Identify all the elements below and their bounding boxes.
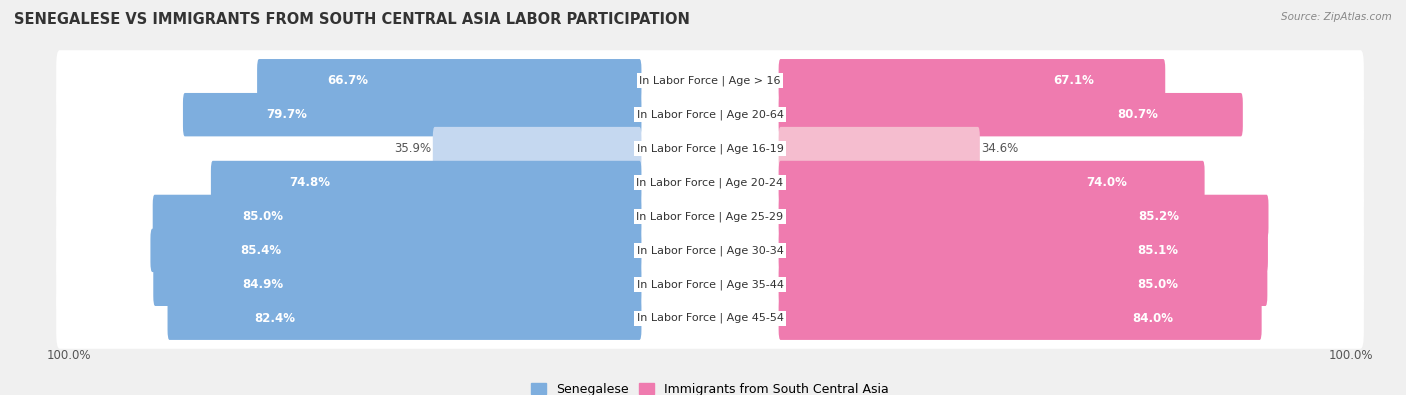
FancyBboxPatch shape [779,297,1261,340]
FancyBboxPatch shape [257,59,641,102]
FancyBboxPatch shape [150,229,641,272]
Text: In Labor Force | Age > 16: In Labor Force | Age > 16 [640,75,780,86]
Text: 84.9%: 84.9% [242,278,284,291]
FancyBboxPatch shape [56,84,1364,145]
FancyBboxPatch shape [779,195,1268,238]
FancyBboxPatch shape [779,59,1166,102]
Text: 74.8%: 74.8% [290,176,330,189]
Text: 85.1%: 85.1% [1137,244,1178,257]
Text: 85.4%: 85.4% [240,244,281,257]
FancyBboxPatch shape [56,152,1364,213]
Text: 35.9%: 35.9% [395,142,432,155]
Text: In Labor Force | Age 45-54: In Labor Force | Age 45-54 [637,313,783,324]
Text: 34.6%: 34.6% [981,142,1018,155]
Text: SENEGALESE VS IMMIGRANTS FROM SOUTH CENTRAL ASIA LABOR PARTICIPATION: SENEGALESE VS IMMIGRANTS FROM SOUTH CENT… [14,12,690,27]
Text: 79.7%: 79.7% [267,108,308,121]
Text: 66.7%: 66.7% [328,74,368,87]
Text: In Labor Force | Age 30-34: In Labor Force | Age 30-34 [637,245,783,256]
Legend: Senegalese, Immigrants from South Central Asia: Senegalese, Immigrants from South Centra… [526,378,894,395]
FancyBboxPatch shape [779,161,1205,204]
Text: 80.7%: 80.7% [1118,108,1159,121]
Text: 85.0%: 85.0% [1137,278,1178,291]
FancyBboxPatch shape [779,127,980,170]
Text: Source: ZipAtlas.com: Source: ZipAtlas.com [1281,12,1392,22]
Text: 84.0%: 84.0% [1132,312,1174,325]
Text: 85.2%: 85.2% [1137,210,1180,223]
Text: In Labor Force | Age 20-64: In Labor Force | Age 20-64 [637,109,783,120]
FancyBboxPatch shape [779,263,1267,306]
Text: In Labor Force | Age 25-29: In Labor Force | Age 25-29 [637,211,783,222]
FancyBboxPatch shape [433,127,641,170]
FancyBboxPatch shape [56,288,1364,349]
Text: In Labor Force | Age 35-44: In Labor Force | Age 35-44 [637,279,783,290]
FancyBboxPatch shape [56,254,1364,315]
Text: 74.0%: 74.0% [1085,176,1126,189]
FancyBboxPatch shape [183,93,641,136]
FancyBboxPatch shape [56,118,1364,179]
FancyBboxPatch shape [779,229,1268,272]
FancyBboxPatch shape [779,93,1243,136]
FancyBboxPatch shape [56,186,1364,247]
Text: 67.1%: 67.1% [1053,74,1094,87]
FancyBboxPatch shape [153,263,641,306]
FancyBboxPatch shape [56,50,1364,111]
Text: 82.4%: 82.4% [254,312,295,325]
FancyBboxPatch shape [153,195,641,238]
Text: In Labor Force | Age 20-24: In Labor Force | Age 20-24 [637,177,783,188]
Text: 85.0%: 85.0% [242,210,283,223]
FancyBboxPatch shape [56,220,1364,281]
Text: In Labor Force | Age 16-19: In Labor Force | Age 16-19 [637,143,783,154]
FancyBboxPatch shape [167,297,641,340]
FancyBboxPatch shape [211,161,641,204]
